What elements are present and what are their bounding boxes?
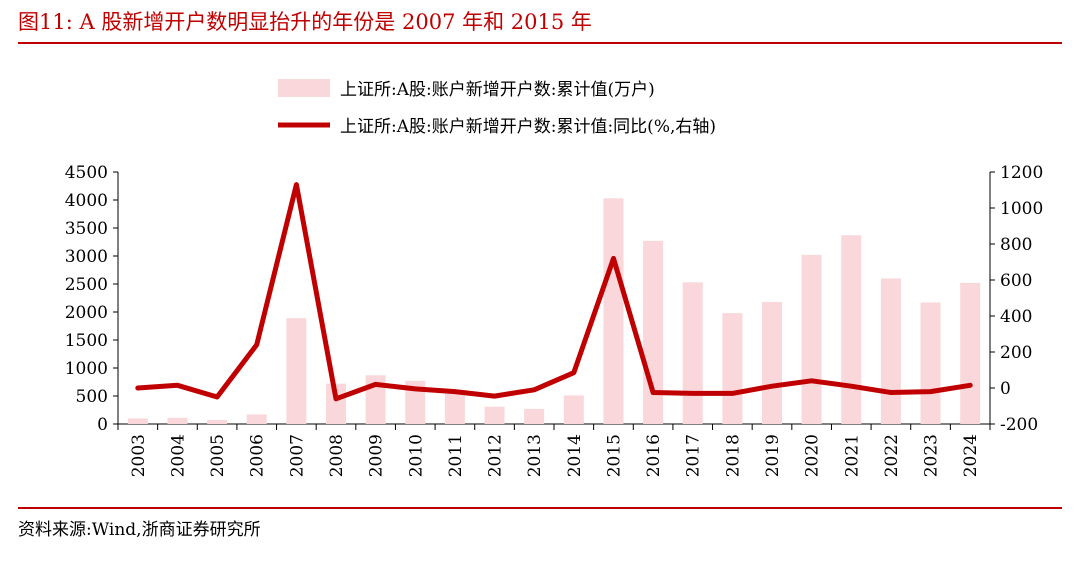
- y-left-tick-label: 500: [76, 387, 108, 407]
- x-tick-label: 2018: [723, 434, 743, 477]
- bar: [524, 408, 545, 424]
- bar: [563, 395, 584, 424]
- legend: 上证所:A股:账户新增开户数:累计值(万户) 上证所:A股:账户新增开户数:累计…: [278, 79, 716, 137]
- bar: [286, 318, 307, 424]
- x-tick-label: 2005: [208, 434, 228, 477]
- y-right-tick-label: 200: [1000, 343, 1032, 363]
- y-left-tick-label: 4000: [65, 191, 108, 211]
- bar: [484, 406, 505, 424]
- x-tick-label: 2008: [327, 434, 347, 477]
- x-tick-label: 2014: [565, 434, 585, 477]
- bar: [960, 282, 981, 424]
- x-tick-label: 2006: [248, 434, 268, 477]
- y-right-tick-label: 800: [1000, 235, 1032, 255]
- legend-label-bar: 上证所:A股:账户新增开户数:累计值(万户): [340, 80, 655, 100]
- x-tick-label: 2022: [882, 434, 902, 477]
- y-left-tick-label: 3500: [65, 219, 108, 239]
- x-tick-label: 2015: [604, 434, 624, 477]
- bar-series: [127, 198, 981, 424]
- y-left-tick-label: 2000: [65, 303, 108, 323]
- bar: [880, 278, 901, 424]
- line-series: [135, 182, 973, 402]
- bar: [722, 313, 743, 424]
- bar: [444, 390, 465, 424]
- legend-swatch-bar: [278, 79, 330, 97]
- source-divider: [18, 507, 1062, 509]
- y-left-tick-label: 3000: [65, 247, 108, 267]
- bar: [920, 302, 941, 424]
- bar: [326, 383, 346, 424]
- figure-title: 图11: A 股新增开户数明显抬升的年份是 2007 年和 2015 年: [18, 10, 592, 34]
- axes: 050010001500200025003000350040004500-200…: [65, 163, 1044, 477]
- x-tick-label: 2010: [406, 434, 426, 477]
- legend-label-line: 上证所:A股:账户新增开户数:累计值:同比(%,右轴): [340, 117, 716, 137]
- y-right-tick-label: -200: [1000, 415, 1038, 435]
- y-right-tick-label: 0: [1000, 379, 1011, 399]
- bar: [801, 254, 822, 424]
- x-tick-label: 2021: [842, 434, 862, 477]
- y-left-tick-label: 0: [97, 415, 108, 435]
- x-tick-label: 2003: [129, 434, 149, 477]
- bar: [207, 420, 228, 424]
- y-left-tick-label: 1500: [65, 331, 108, 351]
- x-tick-label: 2020: [803, 434, 823, 477]
- y-left-tick-label: 2500: [65, 275, 108, 295]
- x-tick-label: 2012: [486, 434, 506, 477]
- x-tick-label: 2007: [287, 434, 307, 477]
- y-left-tick-label: 1000: [65, 359, 108, 379]
- source-note: 资料来源:Wind,浙商证券研究所: [18, 520, 261, 540]
- title-divider: [18, 42, 1062, 44]
- y-right-tick-label: 600: [1000, 271, 1032, 291]
- x-tick-label: 2004: [168, 434, 188, 477]
- bar: [603, 198, 624, 424]
- y-right-tick-label: 1000: [1000, 199, 1043, 219]
- bar: [167, 417, 188, 424]
- y-right-tick-label: 1200: [1000, 163, 1043, 183]
- bar: [682, 282, 703, 424]
- bar: [246, 414, 267, 424]
- x-tick-label: 2017: [684, 434, 704, 477]
- x-tick-label: 2011: [446, 434, 466, 477]
- yoy-line: [135, 182, 973, 402]
- bar: [762, 301, 782, 424]
- bar: [643, 240, 664, 424]
- x-tick-label: 2023: [922, 434, 942, 477]
- y-right-tick-label: 400: [1000, 307, 1032, 327]
- x-tick-label: 2016: [644, 434, 664, 477]
- x-tick-label: 2009: [367, 434, 387, 477]
- x-tick-label: 2019: [763, 434, 783, 477]
- bar: [127, 418, 148, 424]
- x-tick-label: 2013: [525, 434, 545, 477]
- y-left-tick-label: 4500: [65, 163, 108, 183]
- bar: [841, 235, 862, 424]
- x-tick-label: 2024: [961, 434, 981, 477]
